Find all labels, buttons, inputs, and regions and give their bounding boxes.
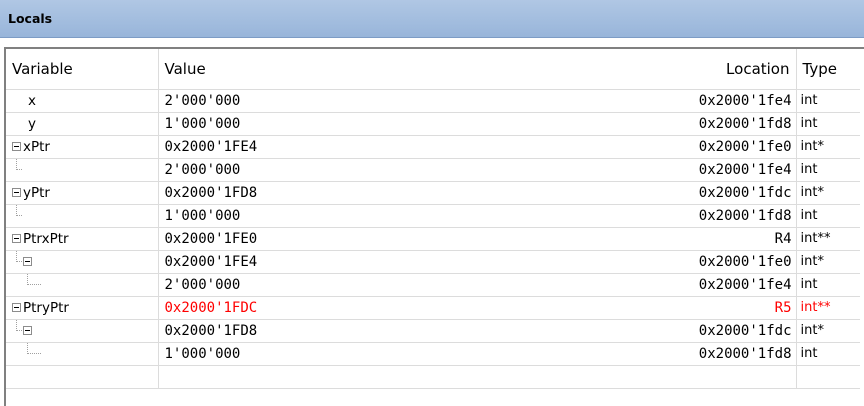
value-cell[interactable]: 2'000'000 (158, 89, 594, 113)
location-cell: R5 (594, 296, 797, 320)
type-cell: int (796, 273, 860, 297)
value-cell[interactable]: 0x2000'1FD8 (158, 181, 594, 205)
table-row[interactable]: y 1'000'000 0x2000'1fd8 int (6, 112, 860, 136)
table-row[interactable]: PtrxPtr 0x2000'1FE0 R4 int** (6, 227, 860, 251)
locals-grid-panel[interactable]: Variable Value Location Type x 2'000'000… (4, 47, 864, 406)
value-cell[interactable]: 0x2000'1FE4 (158, 135, 594, 159)
variable-name: yPtr (23, 185, 50, 201)
value-cell[interactable]: 1'000'000 (158, 204, 594, 228)
type-cell: int (796, 158, 860, 182)
column-header-value[interactable]: Value (158, 49, 594, 90)
table-row[interactable]: 2'000'000 0x2000'1fe4 int (6, 158, 860, 182)
location-cell: 0x2000'1fe4 (594, 158, 797, 182)
location-cell: R4 (594, 227, 797, 251)
location-cell: 0x2000'1fdc (594, 319, 797, 343)
value-cell[interactable]: 0x2000'1FE0 (158, 227, 594, 251)
value-cell[interactable]: 2'000'000 (158, 273, 594, 297)
type-cell: int (796, 89, 860, 113)
location-cell: 0x2000'1fe4 (594, 89, 797, 113)
location-cell: 0x2000'1fd8 (594, 204, 797, 228)
type-cell: int** (796, 227, 860, 251)
value-cell[interactable]: 1'000'000 (158, 112, 594, 136)
tree-connector-icon (27, 343, 41, 354)
variable-name: PtrxPtr (23, 231, 69, 247)
type-cell: int* (796, 135, 860, 159)
tree-connector-icon (16, 205, 22, 216)
type-cell: int** (796, 296, 860, 320)
column-header-variable[interactable]: Variable (6, 49, 159, 90)
tree-connector-icon (16, 320, 22, 331)
variable-name: x (28, 93, 36, 109)
location-cell: 0x2000'1fdc (594, 181, 797, 205)
table-row[interactable]: x 2'000'000 0x2000'1fe4 int (6, 89, 860, 113)
collapse-toggle-icon[interactable] (12, 234, 21, 243)
empty-row[interactable] (6, 365, 860, 389)
table-row[interactable]: 0x2000'1FE4 0x2000'1fe0 int* (6, 250, 860, 274)
variable-name: y (28, 116, 36, 132)
column-header-type[interactable]: Type (796, 49, 860, 90)
type-cell: int (796, 204, 860, 228)
type-cell: int* (796, 181, 860, 205)
value-cell[interactable]: 0x2000'1FDC (158, 296, 594, 320)
type-cell: int* (796, 250, 860, 274)
location-cell: 0x2000'1fe4 (594, 273, 797, 297)
type-cell: int (796, 112, 860, 136)
value-cell[interactable]: 1'000'000 (158, 342, 594, 366)
tree-connector-icon (27, 274, 41, 285)
column-header-location[interactable]: Location (594, 49, 797, 90)
table-row[interactable]: 1'000'000 0x2000'1fd8 int (6, 204, 860, 228)
tree-connector-icon (16, 251, 22, 262)
type-cell: int (796, 342, 860, 366)
type-cell: int* (796, 319, 860, 343)
tree-connector-icon (16, 159, 22, 170)
header-row: Variable Value Location Type (6, 49, 860, 90)
collapse-toggle-icon[interactable] (12, 188, 21, 197)
table-row[interactable]: yPtr 0x2000'1FD8 0x2000'1fdc int* (6, 181, 860, 205)
table-row[interactable]: PtryPtr 0x2000'1FDC R5 int** (6, 296, 860, 320)
locals-table: Variable Value Location Type x 2'000'000… (6, 49, 860, 389)
window-title: Locals (8, 11, 53, 26)
value-cell[interactable]: 2'000'000 (158, 158, 594, 182)
location-cell: 0x2000'1fd8 (594, 112, 797, 136)
table-row[interactable]: 2'000'000 0x2000'1fe4 int (6, 273, 860, 297)
value-cell[interactable]: 0x2000'1FD8 (158, 319, 594, 343)
location-cell: 0x2000'1fe0 (594, 135, 797, 159)
collapse-toggle-icon[interactable] (23, 326, 32, 335)
variable-name: xPtr (23, 139, 50, 155)
table-row[interactable]: xPtr 0x2000'1FE4 0x2000'1fe0 int* (6, 135, 860, 159)
table-row[interactable]: 0x2000'1FD8 0x2000'1fdc int* (6, 319, 860, 343)
title-bar[interactable]: Locals (0, 0, 864, 38)
location-cell: 0x2000'1fd8 (594, 342, 797, 366)
collapse-toggle-icon[interactable] (12, 142, 21, 151)
collapse-toggle-icon[interactable] (23, 257, 32, 266)
location-cell: 0x2000'1fe0 (594, 250, 797, 274)
collapse-toggle-icon[interactable] (12, 303, 21, 312)
value-cell[interactable]: 0x2000'1FE4 (158, 250, 594, 274)
table-row[interactable]: 1'000'000 0x2000'1fd8 int (6, 342, 860, 366)
variable-name: PtryPtr (23, 300, 69, 316)
